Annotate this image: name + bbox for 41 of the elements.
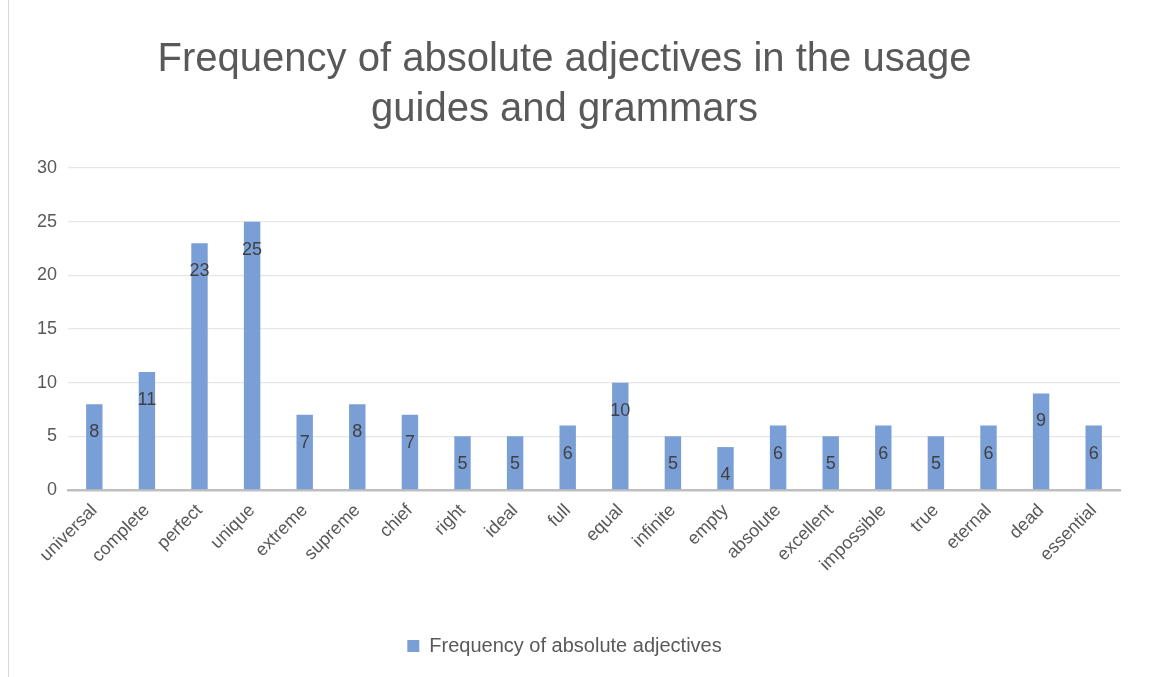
y-tick-label: 30 bbox=[36, 156, 57, 177]
bar bbox=[401, 414, 419, 490]
x-tick-label: full bbox=[543, 499, 575, 531]
y-tick-label: 15 bbox=[36, 317, 57, 338]
bar bbox=[349, 404, 366, 490]
data-label: 6 bbox=[878, 442, 889, 463]
data-label: 6 bbox=[773, 442, 784, 463]
data-label: 5 bbox=[930, 453, 941, 474]
data-label: 7 bbox=[299, 431, 310, 452]
y-tick-label: 25 bbox=[36, 210, 57, 231]
data-label: 5 bbox=[667, 453, 678, 474]
bar bbox=[454, 436, 471, 490]
y-tick-label: 0 bbox=[46, 478, 57, 499]
bar bbox=[191, 243, 208, 490]
data-label: 5 bbox=[825, 453, 836, 474]
data-label: 6 bbox=[983, 442, 994, 463]
bar bbox=[875, 425, 892, 490]
y-tick-label: 5 bbox=[46, 425, 57, 446]
bar bbox=[1032, 393, 1050, 490]
y-tick-label: 10 bbox=[36, 371, 57, 392]
data-label: 9 bbox=[1036, 410, 1047, 431]
data-label: 6 bbox=[1088, 442, 1099, 463]
y-tick-label: 20 bbox=[36, 264, 57, 285]
x-tick-label: true bbox=[906, 499, 943, 536]
legend-label: Frequency of absolute adjectives bbox=[429, 633, 722, 656]
data-label: 6 bbox=[562, 442, 573, 463]
chart-title: Frequency of absolute adjectives in the usage guides and grammars bbox=[157, 35, 972, 130]
data-label: 8 bbox=[352, 421, 363, 442]
bar bbox=[822, 436, 839, 490]
bar bbox=[1085, 425, 1102, 490]
bar bbox=[86, 404, 103, 490]
bar bbox=[980, 425, 997, 490]
bar bbox=[296, 414, 313, 490]
bar bbox=[243, 221, 261, 490]
data-label: 7 bbox=[404, 431, 415, 452]
bar bbox=[559, 425, 576, 490]
bar bbox=[717, 447, 734, 490]
data-label: 8 bbox=[89, 421, 100, 442]
data-label: 5 bbox=[510, 453, 521, 474]
data-label: 5 bbox=[457, 453, 468, 474]
data-label: 4 bbox=[720, 464, 731, 485]
